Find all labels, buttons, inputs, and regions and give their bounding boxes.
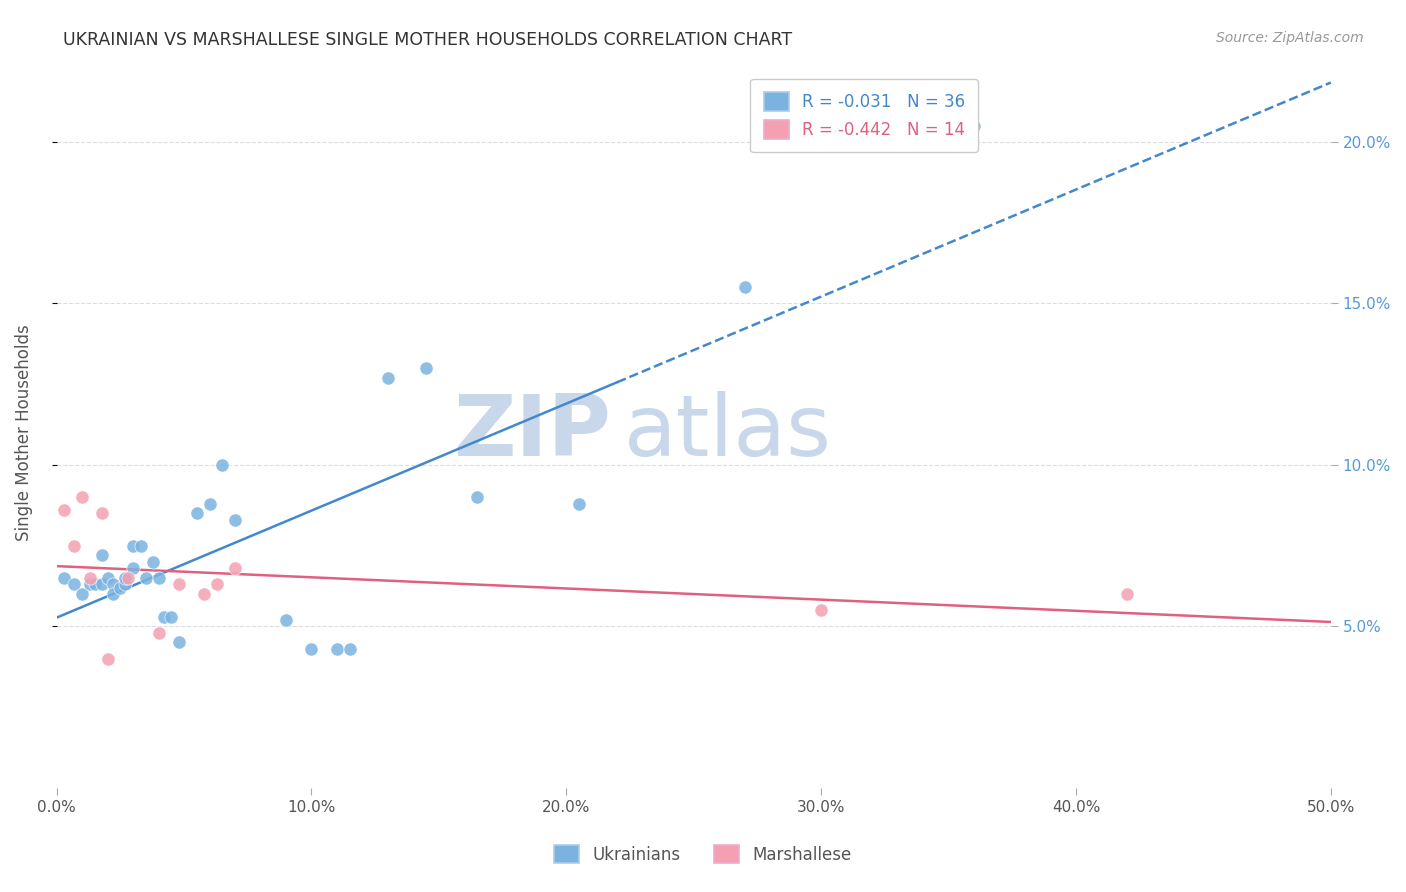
Text: UKRAINIAN VS MARSHALLESE SINGLE MOTHER HOUSEHOLDS CORRELATION CHART: UKRAINIAN VS MARSHALLESE SINGLE MOTHER H… [63,31,793,49]
Point [963,119,986,133]
Point [1116,587,1139,601]
Point [135,571,157,585]
Point [122,561,145,575]
Point [465,490,488,504]
Point [53,571,76,585]
Point [160,609,183,624]
Point [301,641,323,656]
Text: Source: ZipAtlas.com: Source: ZipAtlas.com [1216,31,1364,45]
Point [70,490,93,504]
Point [79,571,101,585]
Legend: R = -0.031   N = 36, R = -0.442   N = 14: R = -0.031 N = 36, R = -0.442 N = 14 [751,78,979,153]
Point [142,555,165,569]
Point [167,577,190,591]
Point [186,506,208,520]
Text: ZIP: ZIP [453,391,610,474]
Point [152,609,174,624]
Point [97,651,120,665]
Point [326,641,349,656]
Point [53,503,76,517]
Point [91,506,114,520]
Text: atlas: atlas [624,391,831,474]
Point [129,539,152,553]
Legend: Ukrainians, Marshallese: Ukrainians, Marshallese [548,838,858,871]
Point [568,497,591,511]
Point [79,577,101,591]
Point [810,603,832,617]
Point [339,641,361,656]
Point [148,571,170,585]
Point [224,561,246,575]
Point [114,571,136,585]
Point [193,587,215,601]
Point [114,577,136,591]
Point [211,458,233,472]
Point [224,513,246,527]
Point [101,587,124,601]
Point [63,577,86,591]
Point [377,370,399,384]
Point [110,581,132,595]
Point [415,361,437,376]
Point [734,280,756,294]
Point [63,539,86,553]
Y-axis label: Single Mother Households: Single Mother Households [15,324,32,541]
Point [167,635,190,649]
Point [274,613,297,627]
Point [97,571,120,585]
Point [101,577,124,591]
Point [117,571,139,585]
Point [70,587,93,601]
Point [148,625,170,640]
Point [205,577,228,591]
Point [91,549,114,563]
Point [122,539,145,553]
Point [83,577,105,591]
Point [91,577,114,591]
Point [198,497,221,511]
